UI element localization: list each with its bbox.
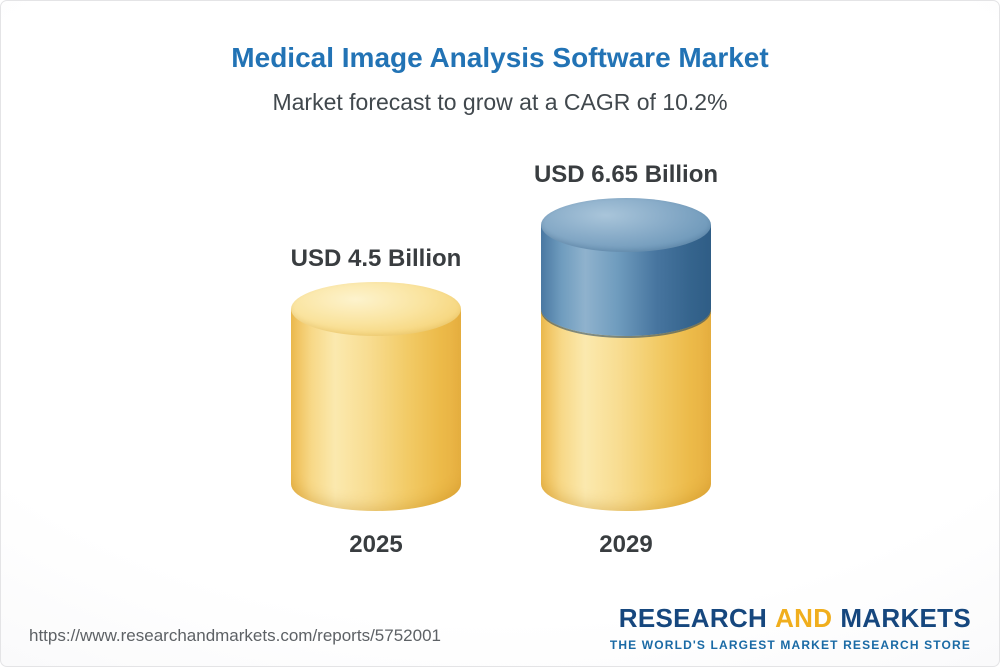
bar-2029-base-segment: [541, 308, 711, 511]
brand-tagline: THE WORLD'S LARGEST MARKET RESEARCH STOR…: [609, 638, 971, 652]
value-label-2025: USD 4.5 Billion: [290, 244, 462, 272]
chart-title: Medical Image Analysis Software Market: [231, 42, 769, 73]
category-label-2029: 2029: [599, 531, 653, 558]
bar-2025-cylinder: [291, 308, 461, 511]
report-url: https://www.researchandmarkets.com/repor…: [29, 626, 441, 645]
bar-2029-cylinder-top: [541, 197, 711, 252]
brand-word-and: AND: [775, 603, 833, 633]
chart-subtitle: Market forecast to grow at a CAGR of 10.…: [272, 89, 728, 115]
bar-2025-cylinder-top: [291, 281, 461, 336]
category-label-2025: 2025: [349, 531, 403, 558]
value-label-2029: USD 6.65 Billion: [533, 160, 719, 188]
brand-wordmark: RESEARCH AND MARKETS: [619, 603, 971, 634]
research-and-markets-logo: RESEARCH AND MARKETS THE WORLD'S LARGEST…: [610, 603, 971, 652]
brand-word-research: RESEARCH: [618, 603, 768, 633]
brand-word-markets: MARKETS: [840, 603, 971, 633]
